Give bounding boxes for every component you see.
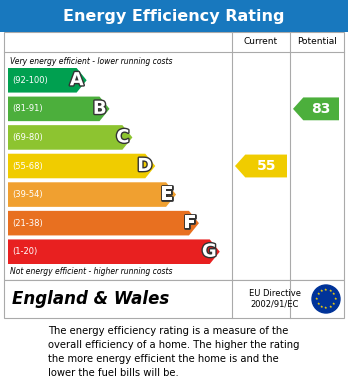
Text: B: B bbox=[93, 100, 106, 118]
Text: ★: ★ bbox=[333, 297, 337, 301]
Text: (69-80): (69-80) bbox=[12, 133, 43, 142]
Polygon shape bbox=[235, 154, 287, 178]
Text: EU Directive: EU Directive bbox=[249, 289, 301, 298]
Text: ★: ★ bbox=[332, 292, 335, 296]
Circle shape bbox=[312, 285, 340, 313]
Text: ★: ★ bbox=[315, 297, 319, 301]
Text: ★: ★ bbox=[324, 306, 328, 310]
Text: Current: Current bbox=[244, 38, 278, 47]
Text: Potential: Potential bbox=[297, 38, 337, 47]
Text: (55-68): (55-68) bbox=[12, 161, 43, 170]
Text: ★: ★ bbox=[320, 289, 323, 293]
Polygon shape bbox=[8, 97, 110, 121]
Text: ★: ★ bbox=[316, 301, 320, 305]
Polygon shape bbox=[8, 125, 132, 150]
Text: G: G bbox=[202, 243, 217, 261]
Polygon shape bbox=[8, 239, 220, 264]
Text: (1-20): (1-20) bbox=[12, 247, 37, 256]
Text: (21-38): (21-38) bbox=[12, 219, 43, 228]
Text: E: E bbox=[161, 186, 173, 204]
Text: ★: ★ bbox=[329, 305, 332, 309]
Text: Not energy efficient - higher running costs: Not energy efficient - higher running co… bbox=[10, 267, 173, 276]
Polygon shape bbox=[8, 154, 155, 178]
Text: 2002/91/EC: 2002/91/EC bbox=[251, 300, 299, 308]
Text: A: A bbox=[70, 71, 84, 89]
Text: The energy efficiency rating is a measure of the
overall efficiency of a home. T: The energy efficiency rating is a measur… bbox=[48, 326, 300, 378]
Text: F: F bbox=[184, 214, 196, 232]
Polygon shape bbox=[8, 182, 176, 207]
Polygon shape bbox=[8, 211, 199, 235]
Text: 55: 55 bbox=[256, 159, 276, 173]
Polygon shape bbox=[8, 68, 87, 93]
Text: (39-54): (39-54) bbox=[12, 190, 42, 199]
Text: ★: ★ bbox=[320, 305, 323, 309]
Text: ★: ★ bbox=[324, 288, 328, 292]
Text: 83: 83 bbox=[311, 102, 331, 116]
Text: England & Wales: England & Wales bbox=[12, 290, 169, 308]
Text: (92-100): (92-100) bbox=[12, 76, 48, 85]
Text: Very energy efficient - lower running costs: Very energy efficient - lower running co… bbox=[10, 57, 173, 66]
Text: C: C bbox=[116, 128, 129, 146]
Bar bbox=[4, 280, 344, 318]
Text: D: D bbox=[137, 157, 152, 175]
Polygon shape bbox=[293, 97, 339, 120]
Text: ★: ★ bbox=[316, 292, 320, 296]
Text: Energy Efficiency Rating: Energy Efficiency Rating bbox=[63, 9, 285, 23]
Text: ★: ★ bbox=[329, 289, 332, 293]
Text: (81-91): (81-91) bbox=[12, 104, 42, 113]
Text: ★: ★ bbox=[332, 301, 335, 305]
Bar bbox=[0, 0, 348, 32]
Bar bbox=[4, 32, 344, 280]
